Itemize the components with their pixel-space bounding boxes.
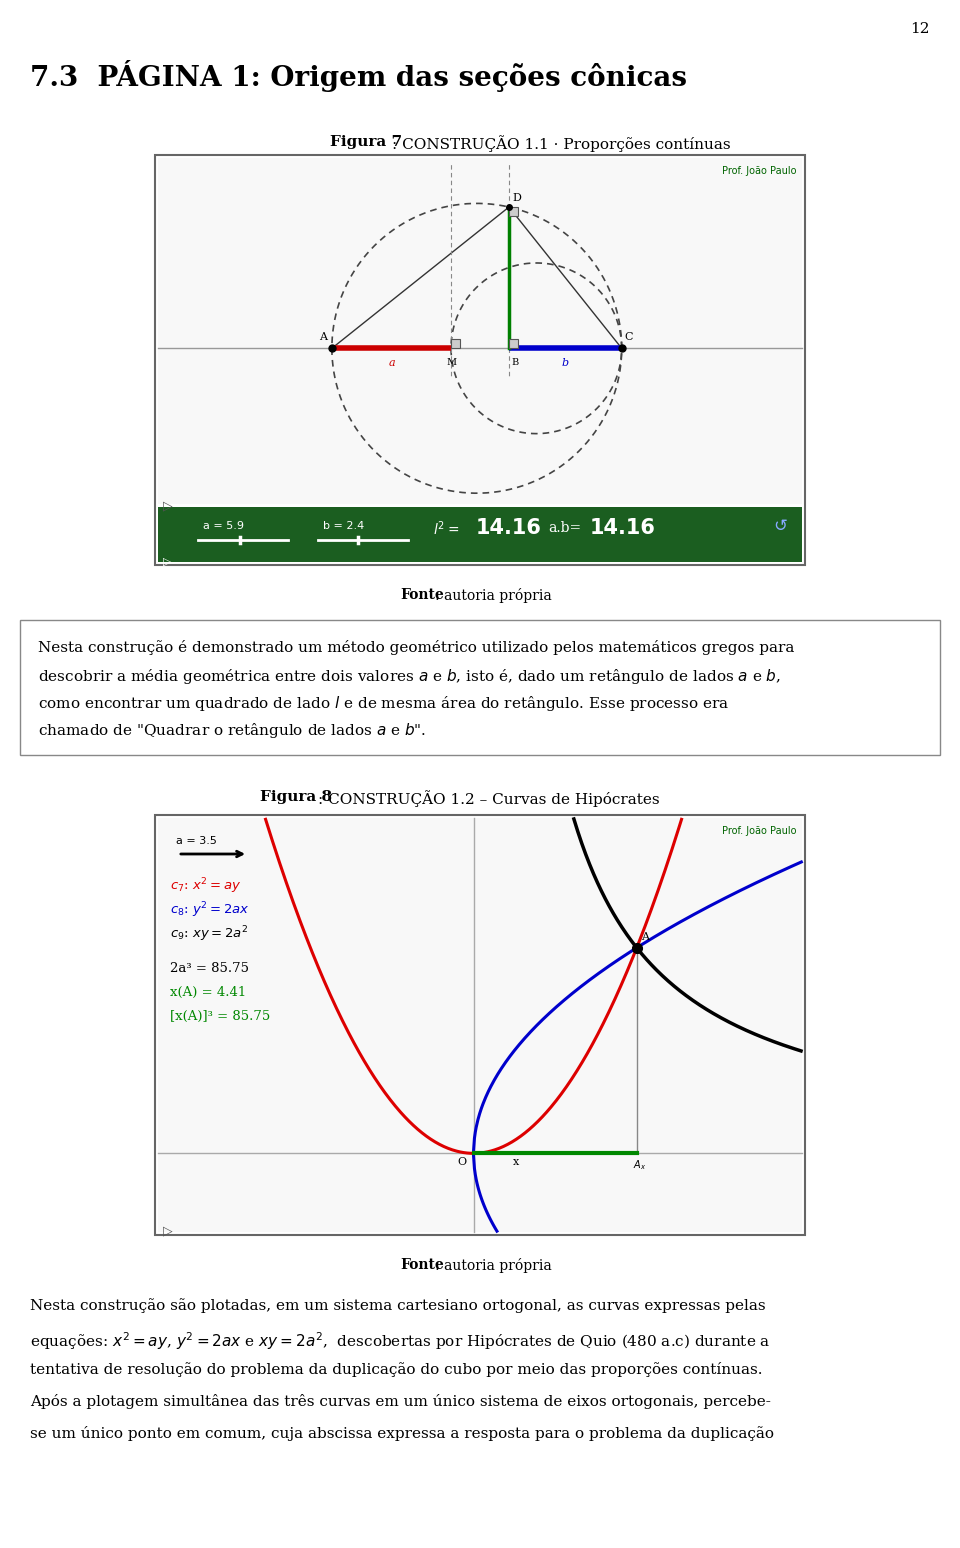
Text: 14.16: 14.16 (476, 519, 541, 539)
Text: a: a (388, 358, 395, 368)
Text: a = 3.5: a = 3.5 (176, 836, 217, 847)
Text: Fonte: Fonte (400, 588, 444, 602)
Text: chamado de "Quadrar o retângulo de lados $a$ e $b$".: chamado de "Quadrar o retângulo de lados… (38, 721, 426, 740)
Text: tentativa de resolução do problema da duplicação do cubo por meio das proporções: tentativa de resolução do problema da du… (30, 1362, 762, 1378)
Bar (509, 339, 518, 348)
Text: $l^2=$: $l^2=$ (433, 519, 459, 537)
Text: 12: 12 (910, 22, 930, 36)
Text: C: C (625, 333, 634, 342)
Bar (155, 814, 805, 1235)
Text: se um único ponto em comum, cuja abscissa expressa a resposta para o problema da: se um único ponto em comum, cuja absciss… (30, 1426, 774, 1441)
Text: Nesta construção são plotadas, em um sistema cartesiano ortogonal, as curvas exp: Nesta construção são plotadas, em um sis… (30, 1299, 766, 1313)
Text: : CONSTRUÇÃO 1.1 · Proporções contínuas: : CONSTRUÇÃO 1.1 · Proporções contínuas (392, 135, 731, 152)
Text: D: D (512, 194, 521, 203)
Text: ▷: ▷ (163, 557, 172, 567)
Text: 14.16: 14.16 (590, 519, 656, 539)
Text: [x(A)]³ = 85.75: [x(A)]³ = 85.75 (170, 1009, 271, 1023)
Text: $c_8$: $y^2 = 2ax$: $c_8$: $y^2 = 2ax$ (170, 899, 250, 920)
Text: 2a³ = 85.75: 2a³ = 85.75 (170, 961, 249, 975)
Bar (158, 817, 802, 1232)
Text: Prof. João Paulo: Prof. João Paulo (723, 827, 797, 836)
Text: M: M (446, 358, 456, 367)
Bar (20, 621, 940, 755)
Text: O: O (457, 1158, 467, 1167)
Text: : autoria própria: : autoria própria (435, 1259, 552, 1272)
Text: descobrir a média geométrica entre dois valores $a$ e $b$, isto é, dado um retân: descobrir a média geométrica entre dois … (38, 667, 781, 686)
Text: Após a plotagem simultânea das três curvas em um único sistema de eixos ortogona: Após a plotagem simultânea das três curv… (30, 1395, 771, 1409)
Text: 7.3  PÁGINA 1: Origem das seções cônicas: 7.3 PÁGINA 1: Origem das seções cônicas (30, 60, 687, 91)
Text: b = 2.4: b = 2.4 (323, 522, 364, 531)
Text: B: B (511, 358, 518, 367)
Text: b: b (562, 358, 569, 368)
Text: como encontrar um quadrado de lado $l$ e de mesma área do retângulo. Esse proces: como encontrar um quadrado de lado $l$ e… (38, 694, 730, 714)
Text: Figura 8: Figura 8 (260, 789, 332, 803)
Text: ↺: ↺ (773, 517, 787, 536)
Text: $c_7$: $x^2 = ay$: $c_7$: $x^2 = ay$ (170, 876, 241, 896)
Text: a.b=: a.b= (548, 522, 581, 536)
Text: a = 5.9: a = 5.9 (203, 522, 244, 531)
Text: equações: $x^2 = ay$, $y^2 = 2ax$ e $xy = 2a^2$,  descobertas por Hipócrates de : equações: $x^2 = ay$, $y^2 = 2ax$ e $xy … (30, 1330, 771, 1351)
Text: A: A (319, 333, 326, 342)
Text: A: A (640, 932, 649, 941)
Text: $A_x$: $A_x$ (633, 1158, 646, 1172)
Text: x(A) = 4.41: x(A) = 4.41 (170, 986, 247, 998)
Text: ▷: ▷ (163, 1224, 173, 1237)
Text: Figura 7: Figura 7 (330, 135, 402, 149)
Text: Prof. João Paulo: Prof. João Paulo (723, 166, 797, 176)
Text: Nesta construção é demonstrado um método geométrico utilizado pelos matemáticos : Nesta construção é demonstrado um método… (38, 639, 794, 655)
Text: ▷: ▷ (163, 498, 173, 512)
Bar (155, 155, 805, 565)
Text: : CONSTRUÇÃO 1.2 – Curvas de Hipócrates: : CONSTRUÇÃO 1.2 – Curvas de Hipócrates (318, 789, 660, 807)
Text: x: x (513, 1158, 518, 1167)
Text: Fonte: Fonte (400, 1259, 444, 1272)
Bar (451, 339, 460, 348)
Bar (158, 508, 802, 562)
Bar (509, 207, 518, 217)
Text: $c_9$: $xy = 2a^2$: $c_9$: $xy = 2a^2$ (170, 924, 249, 944)
Text: : autoria própria: : autoria própria (435, 588, 552, 604)
Bar (158, 158, 802, 505)
